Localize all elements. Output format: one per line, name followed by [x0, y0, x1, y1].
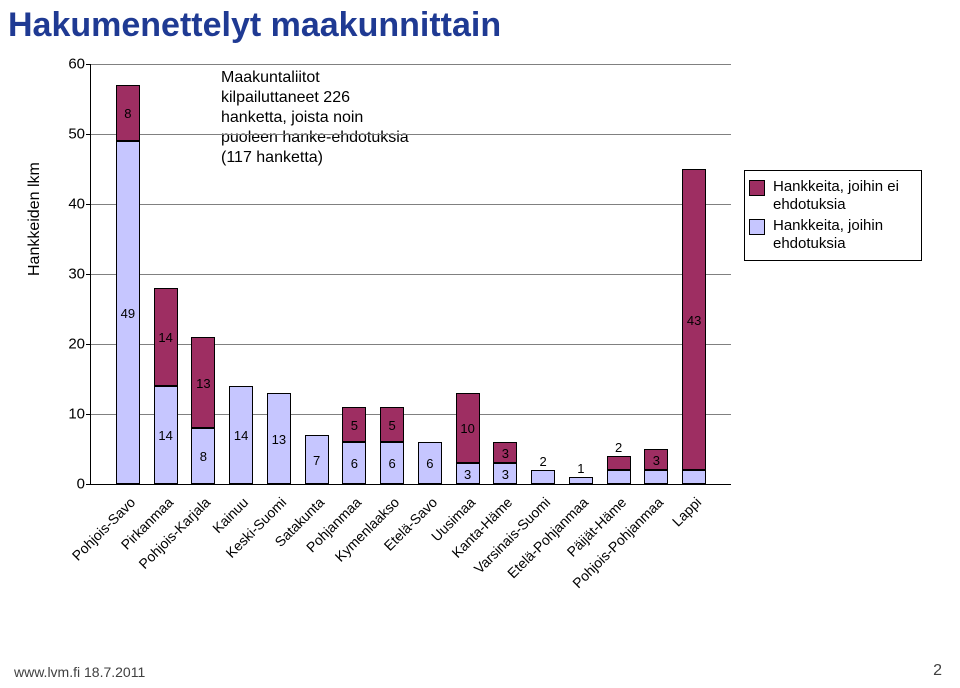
bar-segment-lower — [154, 386, 178, 484]
bar-segment-lower — [682, 470, 706, 484]
bar-segment-upper — [682, 169, 706, 470]
legend-label: Hankkeita, joihin ehdotuksia — [773, 217, 917, 253]
bar: 310 — [456, 64, 480, 484]
bar-value-label: 2 — [531, 455, 555, 468]
gridline — [91, 64, 731, 65]
bar: 22 — [607, 64, 631, 484]
gridline — [91, 274, 731, 275]
bar-segment-upper — [154, 288, 178, 386]
footer-page-number: 2 — [933, 662, 942, 680]
bar: 14 — [229, 64, 253, 484]
plot-area: Maakuntaliitotkilpailuttaneet 226hankett… — [90, 64, 731, 485]
bar: 243 — [682, 64, 706, 484]
x-axis-labels: Pohjois-SavoPirkanmaaPohjois-KarjalaKain… — [90, 486, 730, 626]
legend-swatch — [749, 219, 765, 235]
bar-segment-lower — [267, 393, 291, 484]
page-title: Hakumenettelyt maakunnittain — [0, 0, 960, 45]
ytick-mark — [86, 204, 91, 205]
bar-segment-upper — [644, 449, 668, 470]
gridline — [91, 344, 731, 345]
bar-segment-lower — [418, 442, 442, 484]
chart-container: Hankkeiden lkm Maakuntaliitotkilpailutta… — [30, 56, 930, 626]
legend-item: Hankkeita, joihin ei ehdotuksia — [749, 178, 917, 214]
bar-segment-lower — [569, 477, 593, 484]
legend-label: Hankkeita, joihin ei ehdotuksia — [773, 178, 917, 214]
bar-segment-upper — [493, 442, 517, 463]
bar-segment-lower — [607, 470, 631, 484]
ytick-mark — [86, 414, 91, 415]
bar-segment-upper — [380, 407, 404, 442]
bar-segment-lower — [342, 442, 366, 484]
bar-segment-lower — [191, 428, 215, 484]
bar-segment-lower — [531, 470, 555, 484]
bar-segment-lower — [644, 470, 668, 484]
legend: Hankkeita, joihin ei ehdotuksiaHankkeita… — [744, 170, 922, 261]
bar-segment-upper — [342, 407, 366, 442]
gridline — [91, 134, 731, 135]
ytick-mark — [86, 134, 91, 135]
ytick-mark — [86, 64, 91, 65]
bar: 7 — [305, 64, 329, 484]
legend-item: Hankkeita, joihin ehdotuksia — [749, 217, 917, 253]
ytick-mark — [86, 274, 91, 275]
bar-segment-upper — [607, 456, 631, 470]
bar-segment-upper — [191, 337, 215, 428]
bar: 23 — [644, 64, 668, 484]
bar: 1 — [569, 64, 593, 484]
bar-segment-upper — [456, 393, 480, 463]
ytick-mark — [86, 344, 91, 345]
bar: 813 — [191, 64, 215, 484]
bar-segment-lower — [493, 463, 517, 484]
bar: 65 — [380, 64, 404, 484]
bar-value-label: 2 — [607, 441, 631, 454]
gridline — [91, 414, 731, 415]
footer-left: www.lvm.fi 18.7.2011 — [14, 664, 145, 680]
bar-value-label: 1 — [569, 462, 593, 475]
bar: 2 — [531, 64, 555, 484]
bar-segment-lower — [380, 442, 404, 484]
bar-segment-upper — [116, 85, 140, 141]
bar: 13 — [267, 64, 291, 484]
bar-segment-lower — [229, 386, 253, 484]
ytick-mark — [86, 484, 91, 485]
bar-segment-lower — [456, 463, 480, 484]
legend-swatch — [749, 180, 765, 196]
bar: 33 — [493, 64, 517, 484]
bar-segment-lower — [305, 435, 329, 484]
bar: 6 — [418, 64, 442, 484]
bar: 1414 — [154, 64, 178, 484]
bar: 65 — [342, 64, 366, 484]
y-axis-label: Hankkeiden lkm — [26, 162, 44, 276]
bar: 498 — [116, 64, 140, 484]
gridline — [91, 204, 731, 205]
bar-segment-lower — [116, 141, 140, 484]
